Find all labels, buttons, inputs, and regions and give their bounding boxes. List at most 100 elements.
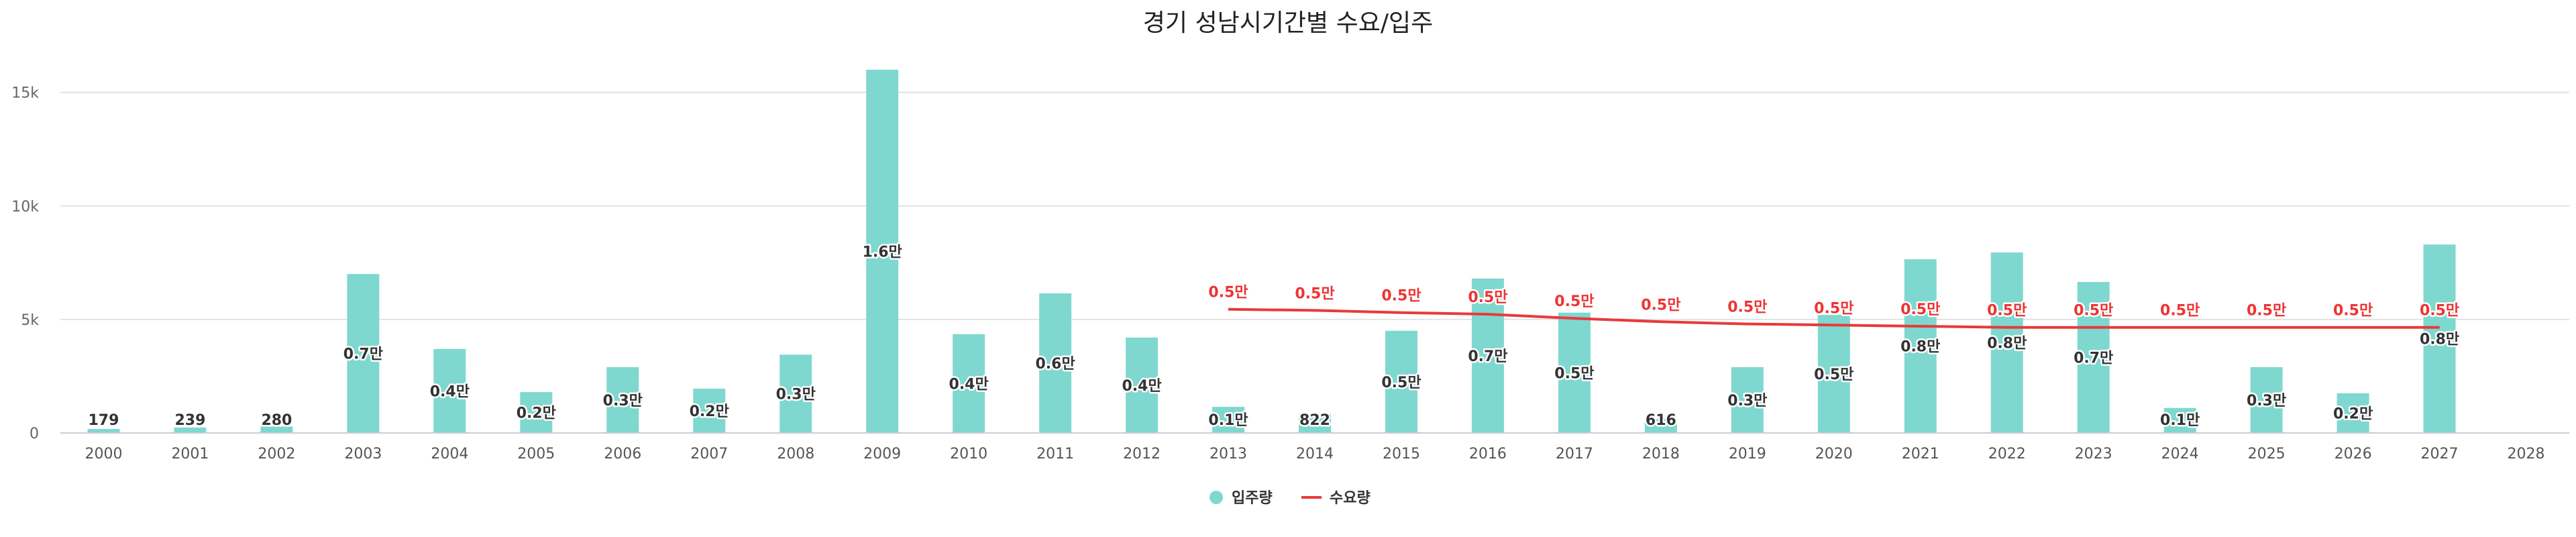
bar[interactable] — [1904, 259, 1937, 433]
line-data-label: 0.5만 — [1208, 285, 1248, 301]
y-tick-label: 0 — [30, 426, 39, 442]
line-data-label: 0.5만 — [1554, 293, 1594, 310]
bar-data-label: 0.7만 — [343, 346, 383, 363]
x-tick-label: 2007 — [690, 446, 728, 462]
x-tick-label: 2024 — [2161, 446, 2199, 462]
line-data-label: 0.5만 — [1727, 299, 1767, 316]
x-axis: 2000 2001 2002 2003 2004 2005 2006 2007 2008 2009… — [60, 432, 2569, 462]
bar[interactable] — [433, 348, 466, 433]
legend[interactable]: 입주량 수요량 — [1210, 490, 1371, 507]
bar-data-label: 0.7만 — [1468, 348, 1507, 365]
bar-data-label: 1.6만 — [863, 244, 902, 260]
x-tick-label: 2004 — [431, 446, 468, 462]
bar[interactable] — [1126, 337, 1159, 433]
bar-data-label: 0.7만 — [2074, 350, 2113, 367]
bar-data-label: 179 — [89, 412, 119, 429]
bar-data-label: 0.2만 — [690, 403, 729, 420]
bar[interactable] — [606, 367, 639, 433]
bar[interactable] — [1299, 414, 1331, 433]
bar-data-label: 0.5만 — [1814, 367, 1854, 383]
legend-item-bar[interactable]: 입주량 — [1210, 490, 1273, 507]
bar[interactable] — [347, 274, 380, 433]
x-tick-label: 2020 — [1815, 446, 1853, 462]
x-tick-label: 2012 — [1123, 446, 1161, 462]
bar[interactable] — [1990, 252, 2023, 433]
line-point — [1920, 326, 1921, 327]
line-data-label: 0.5만 — [2420, 303, 2459, 320]
bar[interactable] — [1385, 330, 1417, 433]
bar-data-label: 616 — [1646, 412, 1676, 429]
bar-data-label: 0.8만 — [2420, 332, 2459, 348]
bar[interactable] — [693, 389, 726, 433]
x-tick-label: 2002 — [258, 446, 295, 462]
x-tick-label: 2005 — [517, 446, 555, 462]
bar[interactable] — [953, 334, 985, 433]
bar-data-label: 239 — [174, 412, 205, 429]
bar-data-label: 0.1만 — [1208, 412, 1248, 429]
bar-data-label: 0.2만 — [2333, 405, 2373, 422]
x-tick-label: 2006 — [604, 446, 641, 462]
bar-data-label: 0.3만 — [603, 393, 643, 409]
line-data-label: 0.5만 — [1295, 285, 1334, 302]
x-tick-label: 2026 — [2334, 446, 2372, 462]
bar-data-label: 0.3만 — [2247, 393, 2286, 409]
x-tick-label: 2003 — [344, 446, 382, 462]
bar[interactable] — [1644, 419, 1677, 433]
bar-data-label: 0.4만 — [430, 383, 470, 400]
bar[interactable] — [1558, 312, 1591, 433]
line-data-label: 0.5만 — [1468, 289, 1507, 306]
line-data-label: 0.5만 — [1987, 303, 2027, 320]
bar[interactable] — [520, 392, 553, 433]
x-tick-label: 2022 — [1988, 446, 2026, 462]
y-tick-label: 15k — [11, 85, 39, 102]
line-data-label: 0.5만 — [1381, 288, 1421, 305]
bar-data-label: 0.3만 — [1727, 393, 1767, 409]
x-tick-label: 2011 — [1036, 446, 1074, 462]
bar[interactable] — [1471, 279, 1504, 433]
bar[interactable] — [174, 427, 207, 433]
bar[interactable] — [1039, 293, 1072, 433]
bar[interactable] — [2337, 393, 2369, 433]
line-data-label: 0.5만 — [1814, 300, 1854, 317]
bar[interactable] — [2163, 407, 2196, 433]
bar[interactable] — [87, 428, 120, 433]
bar-data-label: 0.8만 — [1900, 339, 1940, 356]
line-data-label: 0.5만 — [2333, 303, 2373, 320]
bar[interactable] — [1817, 315, 1850, 433]
legend-item-line[interactable]: 수요량 — [1301, 490, 1371, 507]
bar-data-label: 822 — [1299, 412, 1330, 429]
legend-bar-label: 입주량 — [1232, 490, 1273, 507]
bar[interactable] — [1731, 367, 1764, 433]
x-tick-label: 2014 — [1296, 446, 1334, 462]
x-tick-label: 2019 — [1729, 446, 1766, 462]
line-point — [1314, 309, 1316, 311]
line-data-label: 0.5만 — [1900, 301, 1940, 318]
bar[interactable] — [780, 354, 812, 433]
legend-line-label: 수요량 — [1330, 490, 1371, 507]
line-data-label: 0.5만 — [2247, 303, 2286, 320]
bar[interactable] — [2423, 244, 2456, 433]
bar-data-label: 0.4만 — [949, 376, 989, 393]
line-point — [1487, 313, 1489, 315]
x-tick-label: 2028 — [2508, 446, 2545, 462]
bar[interactable] — [260, 426, 293, 433]
line-data-label: 0.5만 — [1641, 297, 1680, 313]
bar[interactable] — [1212, 407, 1245, 433]
bar-data-label: 0.8만 — [1987, 336, 2027, 352]
line-point — [1833, 324, 1835, 326]
bar[interactable] — [866, 69, 899, 433]
bar[interactable] — [2077, 282, 2110, 433]
line-layer — [1228, 307, 2440, 329]
line-point — [2006, 327, 2008, 328]
bar[interactable] — [2250, 367, 2283, 433]
bar-data-label: 280 — [261, 412, 292, 429]
label-layer: 179 239 280 0.7만 0.4만 0.2만 0.3만 0.2만 0.3만 1.6만 0.4… — [87, 242, 2461, 431]
line-data-label: 0.5만 — [2160, 303, 2200, 320]
x-tick-label: 2001 — [171, 446, 209, 462]
chart-title: 경기 성남시기간별 수요/입주 — [1143, 9, 1433, 37]
x-tick-label: 2013 — [1210, 446, 1247, 462]
x-tick-label: 2027 — [2421, 446, 2459, 462]
bar-layer — [87, 69, 2456, 433]
x-tick-label: 2000 — [85, 446, 122, 462]
x-tick-label: 2023 — [2075, 446, 2112, 462]
